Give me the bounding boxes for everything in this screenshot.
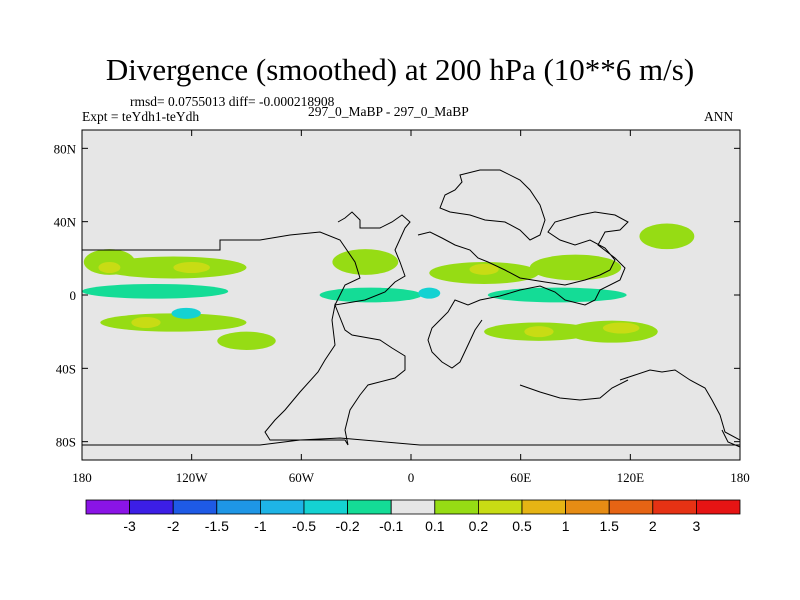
x-tick-label: 180: [72, 470, 92, 485]
contour-eq-strip-pacific: [82, 284, 229, 299]
y-tick-label: 0: [70, 288, 77, 303]
colorbar-label: 0.5: [512, 518, 532, 534]
colorbar-swatch: [85, 499, 130, 515]
contour-pos-core-6: [602, 322, 640, 334]
coastline-asia-islands: [519, 379, 629, 401]
colorbar-swatch: [347, 499, 392, 515]
colorbar-swatch: [565, 499, 610, 515]
contour-atlantic-north: [332, 249, 399, 275]
colorbar-swatch: [652, 499, 697, 515]
colorbar-swatch: [390, 499, 436, 515]
colorbar: -3 -2 -1.5 -1 -0.5 -0.2 -0.1 0.1 0.2 0.5 1 1.5 2 3: [85, 499, 741, 534]
x-tick-label: 120W: [176, 470, 209, 485]
colorbar-label: 0.1: [425, 518, 445, 534]
contour-pos-core-2: [173, 262, 210, 273]
colorbar-label: 2: [649, 518, 657, 534]
x-tick-label: 60E: [510, 470, 531, 485]
colorbar-label: -1.5: [205, 518, 229, 534]
colorbar-swatch: [303, 499, 348, 515]
coastlines: [82, 169, 741, 448]
contour-south-pacific-band: [100, 313, 247, 332]
x-tick-label: 180: [730, 470, 750, 485]
colorbar-label: -1: [254, 518, 267, 534]
coastline-greenland: [439, 169, 546, 241]
coastline-north-america: [82, 211, 411, 306]
colorbar-label: 3: [693, 518, 701, 534]
contour-pos-core-3: [131, 317, 161, 328]
colorbar-label: 1: [562, 518, 570, 534]
contour-asia-north: [529, 254, 622, 281]
colorbar-label: -0.2: [336, 518, 360, 534]
colorbar-swatch: [129, 499, 174, 515]
contour-south-pacific-band-2: [217, 331, 276, 351]
case-label: 297_0_MaBP - 297_0_MaBP: [308, 104, 469, 119]
colorbar-label: -3: [123, 518, 136, 534]
contour-fields: [82, 223, 695, 351]
contour-eq-120w-negative: [171, 307, 201, 319]
coastline-eurasia-africa: [417, 211, 629, 369]
contour-eq-east-negative: [418, 287, 441, 299]
contour-pos-core-1: [98, 262, 121, 273]
season-label: ANN: [704, 109, 734, 124]
experiment-label: Expt = teYdh1-teYdh: [82, 109, 200, 124]
colorbar-label: -2: [167, 518, 180, 534]
stats-text: rmsd= 0.0755013 diff= -0.000218908: [130, 94, 335, 109]
colorbar-swatch: [216, 499, 261, 515]
y-tick-label: 40N: [54, 215, 77, 230]
contour-north-pacific-band: [100, 256, 247, 279]
coastline-south-america: [264, 303, 406, 446]
contour-nw-pacific: [639, 223, 695, 250]
y-tick-label: 80N: [54, 141, 77, 156]
colorbar-label: -0.1: [379, 518, 403, 534]
colorbar-label: 0.2: [469, 518, 489, 534]
x-tick-label: 60W: [289, 470, 315, 485]
chart-title: Divergence (smoothed) at 200 hPa (10**6 …: [105, 52, 695, 87]
contour-pos-core-5: [524, 326, 554, 338]
colorbar-swatch: [172, 499, 218, 515]
coastline-antarctica: [82, 437, 740, 446]
colorbar-swatch: [259, 499, 305, 515]
colorbar-swatch: [477, 499, 523, 515]
colorbar-swatch: [608, 499, 654, 515]
contour-eq-strip-indian: [487, 287, 627, 303]
colorbar-swatch: [521, 499, 566, 515]
y-axis: 80N 40N 0 40S 80S: [54, 141, 740, 450]
contour-pos-core-4: [469, 263, 499, 275]
contour-eq-strip-atlantic: [319, 287, 422, 303]
colorbar-label: 1.5: [599, 518, 619, 534]
x-tick-label: 0: [408, 470, 415, 485]
y-tick-label: 80S: [56, 435, 76, 450]
x-tick-label: 120E: [617, 470, 645, 485]
colorbar-swatch: [434, 499, 479, 515]
y-tick-label: 40S: [56, 361, 76, 376]
x-axis: 180 120W 60W 0 60E 120E 180: [72, 130, 750, 485]
colorbar-swatch: [696, 499, 741, 515]
colorbar-label: -0.5: [292, 518, 316, 534]
